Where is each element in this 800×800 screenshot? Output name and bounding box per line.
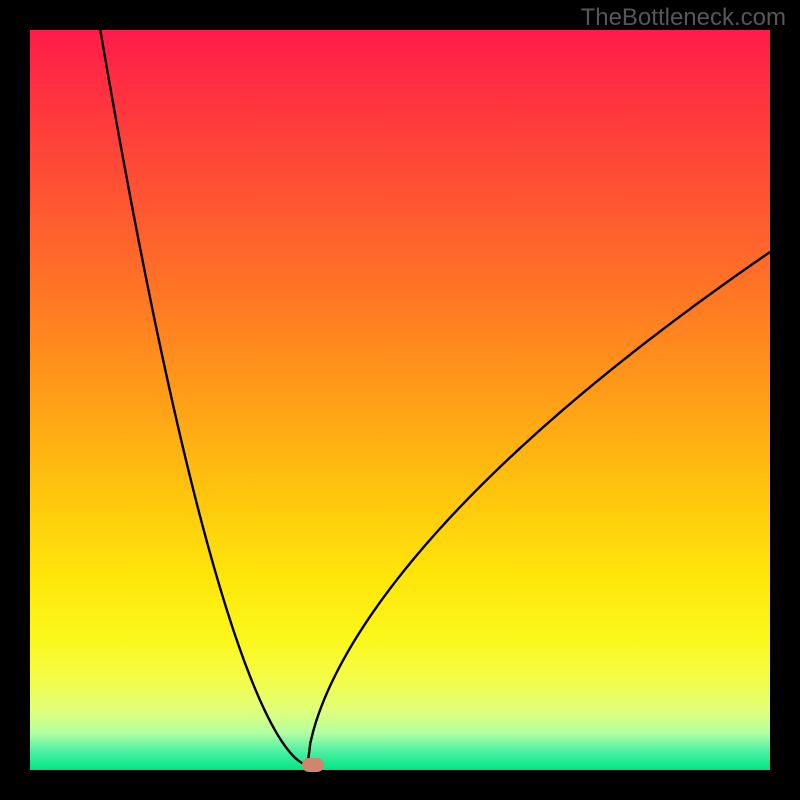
- curve-path: [100, 30, 770, 765]
- watermark-text: TheBottleneck.com: [581, 4, 786, 32]
- chart-frame: TheBottleneck.com: [0, 0, 800, 800]
- plot-area: [30, 30, 770, 770]
- bottleneck-curve: [30, 30, 770, 770]
- optimum-marker: [302, 758, 324, 772]
